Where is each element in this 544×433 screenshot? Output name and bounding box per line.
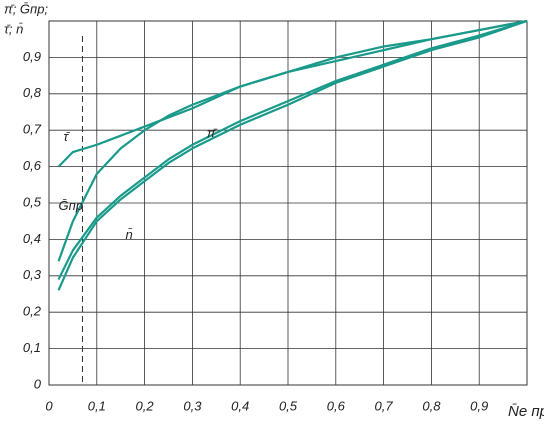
y-axis-label: τ̄; n̄ <box>4 21 23 36</box>
series-line <box>57 19 528 291</box>
series-label: n̄ <box>125 227 132 242</box>
series-label: τ̄ <box>63 129 70 144</box>
series-line <box>57 19 528 262</box>
y-tick-label: 0,1 <box>23 340 41 355</box>
y-axis-label: π̄; Ḡпр; <box>4 1 48 16</box>
series-label: π̄ <box>207 125 218 140</box>
y-tick-label: 0 <box>34 376 42 391</box>
x-tick-label: 0,9 <box>470 398 488 413</box>
x-tick-label: 0 <box>45 398 53 413</box>
y-tick-label: 0,8 <box>23 85 42 100</box>
x-tick-label: 0,6 <box>327 398 346 413</box>
x-tick-label: 0,2 <box>136 398 155 413</box>
x-tick-label: 0,1 <box>88 398 106 413</box>
y-tick-label: 0,9 <box>23 49 41 64</box>
x-tick-label: 0,5 <box>279 398 298 413</box>
x-tick-label: 0,3 <box>183 398 202 413</box>
y-tick-label: 0,4 <box>23 231 41 246</box>
x-tick-label: 0,4 <box>231 398 249 413</box>
x-tick-label: 0,8 <box>422 398 441 413</box>
x-axis-label: N̄e пр <box>508 403 544 420</box>
plot-frame <box>48 20 528 386</box>
x-tick-label: 0,7 <box>375 398 394 413</box>
y-tick-label: 0,6 <box>23 158 42 173</box>
y-tick-label: 0,3 <box>23 267 42 282</box>
series-line <box>57 19 528 280</box>
y-tick-label: 0,7 <box>23 122 42 137</box>
series-label: Ḡпр <box>59 198 83 213</box>
y-tick-label: 0,5 <box>23 194 42 209</box>
y-tick-label: 0,2 <box>23 304 42 319</box>
